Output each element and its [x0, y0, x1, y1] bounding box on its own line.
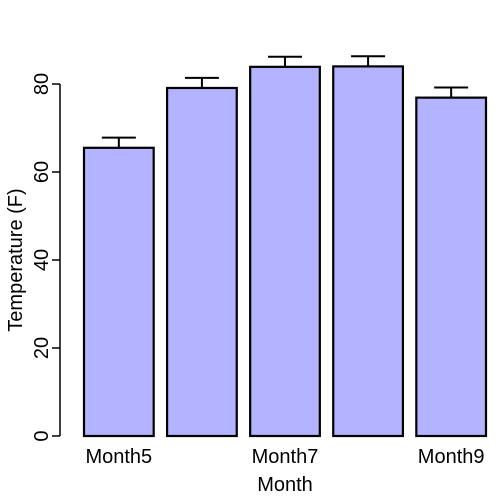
- x-axis-label: Month: [257, 474, 313, 496]
- x-tick-label-month5: Month5: [85, 446, 152, 468]
- bar-month7: [249, 65, 321, 438]
- y-tick-label-0: 0: [31, 430, 53, 441]
- y-tick-label-40: 40: [31, 249, 53, 271]
- y-axis: 0 20 40 60 80: [31, 73, 61, 442]
- error-bars-group: [101, 55, 469, 148]
- bar-month8: [332, 65, 405, 438]
- bars-group: [82, 65, 488, 438]
- y-tick-label-60: 60: [31, 161, 53, 183]
- bar-month5: [82, 146, 155, 438]
- y-axis-label: Temperature (F): [5, 188, 27, 331]
- bar-month6: [165, 86, 238, 438]
- x-tick-label-month9: Month9: [418, 446, 485, 468]
- x-tick-label-month7: Month7: [252, 446, 319, 468]
- y-tick-label-80: 80: [31, 73, 53, 95]
- y-tick-label-20: 20: [31, 337, 53, 359]
- bar-month9: [415, 96, 488, 438]
- x-tick-labels: Month5 Month7 Month9: [85, 446, 484, 468]
